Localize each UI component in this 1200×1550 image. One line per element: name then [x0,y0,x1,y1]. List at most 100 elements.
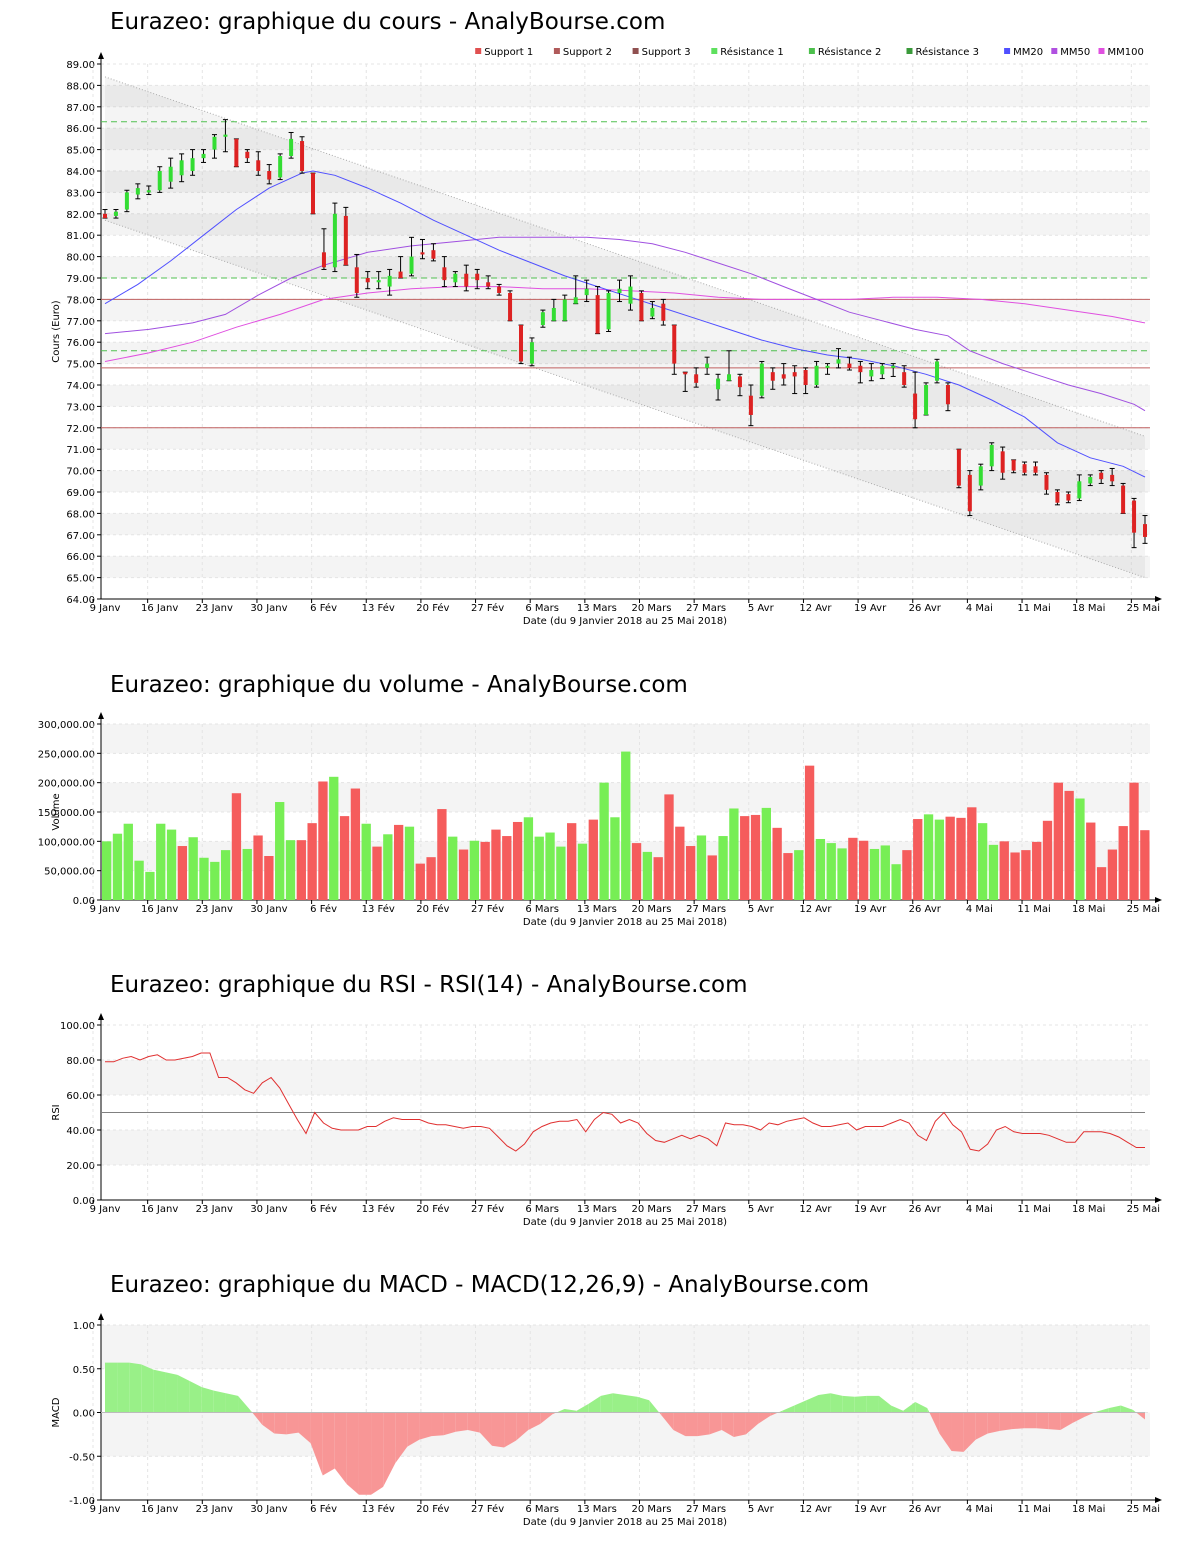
macd-negative-area [516,1412,529,1441]
y-axis-label: Cours (Euro) [51,300,62,363]
x-tick-label: 19 Avr [854,904,887,915]
volume-bar [631,843,642,900]
macd-positive-area [225,1393,239,1413]
volume-bar [642,851,653,900]
macd-negative-area [504,1412,517,1448]
volume-bar [285,840,296,900]
x-tick-label: 19 Avr [854,1504,887,1515]
legend-item: MM20 [1004,47,1043,58]
candle-body [902,372,907,385]
candle [814,360,820,388]
x-tick-label: 4 Mai [966,1204,993,1215]
volume-bar [1042,820,1053,900]
macd-positive-area [556,1409,565,1413]
candle [551,298,557,322]
legend-item: MM50 [1051,47,1090,58]
volume-bar [502,836,512,900]
candle [518,324,524,365]
candle-body [256,160,261,171]
macd-positive-area [1132,1409,1137,1413]
x-tick-label: 13 Mars [577,1504,617,1515]
volume-bar [804,765,815,900]
candle [157,166,163,193]
candle-body [650,307,655,317]
x-tick-label: 30 Janv [250,1204,287,1215]
legend-swatch [711,48,718,54]
x-tick-label: 16 Janv [141,1504,178,1515]
x-tick-label: 9 Janv [90,603,121,614]
candle [879,363,885,380]
candle [244,149,250,163]
candle [201,149,207,163]
x-tick-label: 20 Fév [416,1503,449,1515]
volume-bar [923,814,934,900]
volume-bar [577,843,588,900]
y-tick-label: 84.00 [66,167,95,178]
candle-body [628,286,633,304]
x-tick-label: 30 Janv [250,603,287,614]
macd-negative-area [758,1412,771,1424]
macd-negative-area [274,1412,287,1435]
volume-bar [102,841,112,900]
x-axis-arrow [1155,897,1162,903]
candle-body [792,372,797,377]
macd-positive-area [576,1403,589,1413]
candle [113,209,119,219]
legend-label: Support 2 [563,47,612,58]
candle-body [562,299,567,321]
macd-positive-area [842,1395,855,1413]
y-tick-label: 77.00 [66,317,95,328]
x-tick-label: 27 Mars [686,904,726,915]
legend-label: MM20 [1013,47,1043,58]
candle-body [1055,492,1060,503]
candle [792,365,798,395]
mm20-line [104,170,1146,478]
y-axis-label: MACD [51,1397,62,1427]
candle-body [1110,474,1115,482]
candle [890,363,896,377]
candle-body [1066,494,1071,501]
x-tick-label: 18 Mai [1072,1504,1105,1515]
x-tick-label: 23 Janv [196,1204,233,1215]
candle [1022,461,1028,476]
macd-positive-area [625,1395,638,1413]
y-tick-label: 88.00 [66,81,95,92]
candle [770,367,776,390]
x-tick-label: 18 Mai [1072,603,1105,614]
macd-positive-area [794,1400,807,1413]
candle [1142,515,1148,544]
x-tick-label: 20 Mars [632,603,672,614]
macd-positive-area [818,1393,831,1413]
macd-negative-area [963,1412,976,1452]
candle-body [617,288,622,293]
y-tick-label: 0.50 [73,1365,95,1376]
macd-negative-area [383,1412,396,1487]
candle [803,367,809,395]
x-axis-label: Date (du 9 Janvier 2018 au 25 Mai 2018) [523,1517,727,1528]
grid-band [101,128,1150,150]
x-tick-label: 13 Mars [577,1204,617,1215]
volume-bar [977,823,988,900]
macd-negative-area [1024,1412,1037,1429]
candle [835,348,841,369]
y-tick-label: 82.00 [66,210,95,221]
candle-body [453,273,458,283]
candle-body [113,211,118,216]
candle-body [245,151,250,159]
macd-positive-area [903,1402,916,1413]
macd-negative-area [939,1412,952,1451]
volume-bar [512,821,523,900]
volume-bar [264,856,274,900]
legend-swatch [1051,48,1058,54]
candle-body [1000,451,1005,473]
candle-body [847,363,852,368]
volume-bar [848,837,858,900]
candle-body [814,365,819,385]
volume-bar [945,816,955,900]
macd-positive-area [564,1409,577,1413]
candle [606,290,612,332]
macd-positive-area [806,1395,819,1413]
candle [135,183,141,200]
macd-positive-area [878,1395,892,1413]
macd-negative-area [659,1412,662,1416]
